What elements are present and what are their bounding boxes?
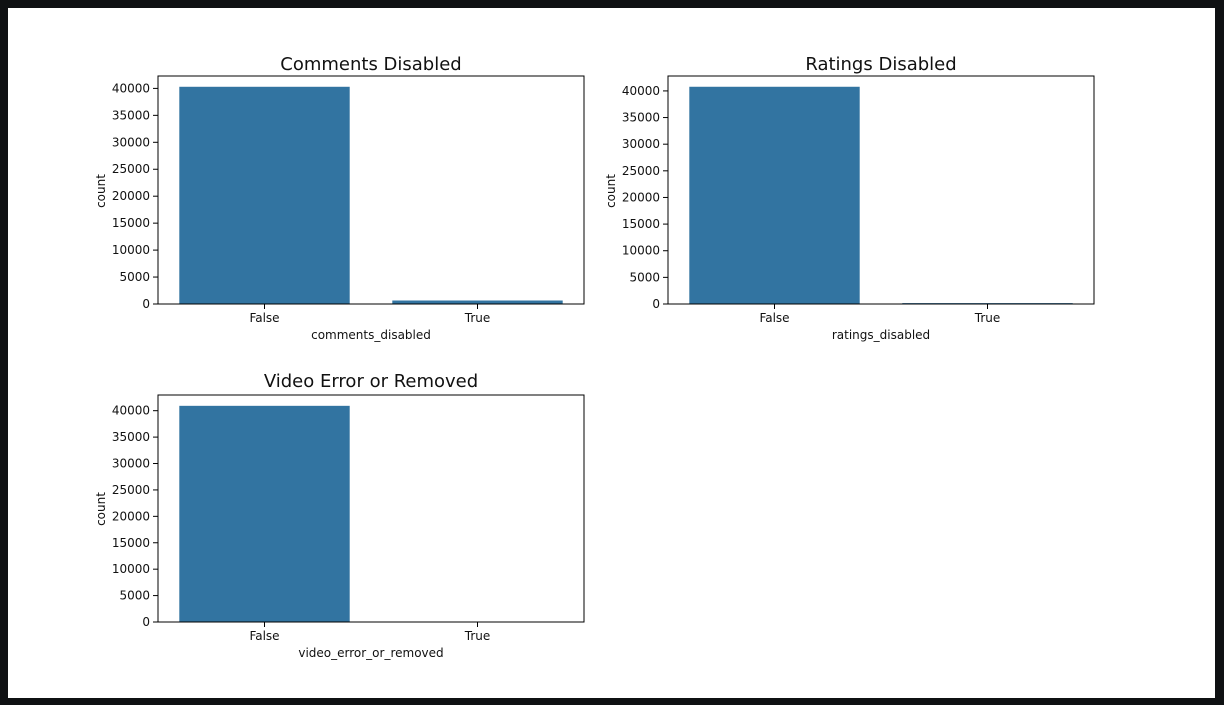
y-tick-label: 40000 [112,81,150,95]
comments-disabled-chart: Comments Disabled comments_disabled coun… [94,54,585,342]
bar-false [179,86,350,304]
bar-false [689,86,860,305]
y-tick-label: 0 [142,615,150,629]
y-tick-label: 0 [142,297,150,311]
y-tick-label: 10000 [112,243,150,257]
y-tick-label: 40000 [112,404,150,418]
x-tick-label: True [464,629,491,643]
y-axis-label: count [94,174,108,208]
chart-title: Comments Disabled [280,54,462,75]
video-error-or-removed-chart: Video Error or Removed video_error_or_re… [94,371,585,660]
y-tick-label: 5000 [119,589,150,603]
y-tick-label: 10000 [112,562,150,576]
axes-frame [157,75,585,305]
y-tick-label: 15000 [112,216,150,230]
y-tick-label: 15000 [112,536,150,550]
y-tick-label: 15000 [622,217,660,231]
x-tick-label: False [249,311,279,325]
chart-figure: Comments Disabled comments_disabled coun… [94,54,1095,660]
y-tick-label: 30000 [622,137,660,151]
y-tick-label: 30000 [112,457,150,471]
bar-true [392,300,563,304]
x-tick-label: False [759,311,789,325]
y-tick-label: 20000 [622,190,660,204]
chart-title: Ratings Disabled [805,54,956,75]
y-tick-label: 10000 [622,244,660,258]
y-axis-label: count [604,174,618,208]
y-tick-label: 20000 [112,189,150,203]
y-tick-label: 35000 [112,430,150,444]
chart-title: Video Error or Removed [264,371,478,392]
axes-frame [667,75,1095,305]
x-axis-label: video_error_or_removed [298,646,443,660]
ratings-disabled-chart: Ratings Disabled ratings_disabled count … [604,54,1095,342]
y-tick-label: 25000 [112,162,150,176]
y-tick-label: 5000 [629,270,660,284]
bar-false [179,405,350,622]
figure: Comments Disabled comments_disabled coun… [8,8,1215,698]
x-axis-label: comments_disabled [311,328,431,342]
y-tick-label: 40000 [622,84,660,98]
y-tick-label: 25000 [622,164,660,178]
y-tick-label: 35000 [622,111,660,125]
y-tick-label: 35000 [112,108,150,122]
axes-frame [157,394,585,623]
y-tick-label: 30000 [112,135,150,149]
x-tick-label: True [974,311,1001,325]
y-tick-label: 5000 [119,270,150,284]
y-tick-label: 25000 [112,483,150,497]
x-tick-label: False [249,629,279,643]
y-tick-label: 0 [652,297,660,311]
y-axis-label: count [94,492,108,526]
y-tick-label: 20000 [112,509,150,523]
x-tick-label: True [464,311,491,325]
x-axis-label: ratings_disabled [832,328,930,342]
